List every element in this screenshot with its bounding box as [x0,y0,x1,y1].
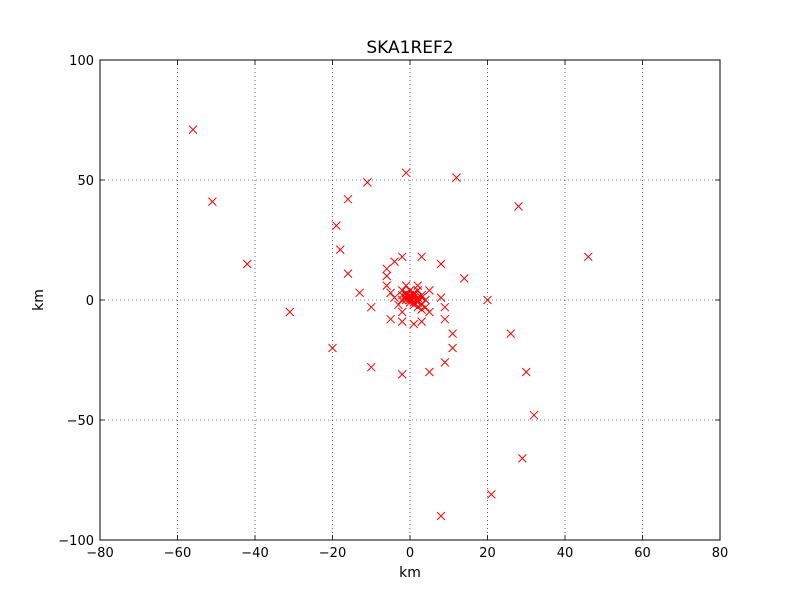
data-point-marker [343,269,353,278]
data-point-marker [188,125,198,134]
data-point-marker [421,302,430,312]
data-point-marker [417,293,426,302]
data-point-marker [529,410,539,420]
y-tick-label: 100 [69,54,94,69]
data-point-marker [386,314,395,324]
y-tick-label: 50 [77,174,94,189]
data-point-marker [343,194,353,204]
data-point-marker [382,264,392,274]
data-point-marker [355,288,364,298]
data-point-marker [409,288,419,298]
data-point-marker [421,295,430,305]
data-point-marker [397,317,407,326]
data-point-marker [397,295,407,305]
data-point-marker [425,286,434,295]
data-point-marker [390,257,399,266]
data-point-marker [285,307,295,317]
x-tick-label: 40 [557,546,574,561]
data-point-marker [335,245,345,254]
y-tick-label: −100 [58,534,94,549]
data-point-marker [409,290,419,300]
data-point-marker [363,178,372,187]
data-point-marker [401,293,411,302]
data-point-marker [521,367,531,377]
data-point-marker [436,511,446,521]
data-point-marker [413,286,423,295]
data-point-marker [436,293,446,302]
data-point-marker [328,343,337,353]
x-tick-label: 0 [406,546,414,561]
data-point-marker [382,271,392,281]
data-point-marker [440,302,450,312]
data-point-marker [440,358,450,367]
data-point-marker [366,302,376,312]
data-point-marker [401,281,411,290]
data-point-marker [448,329,457,338]
x-tick-label: −60 [164,546,191,561]
data-point-marker [390,293,399,302]
data-point-marker [413,293,423,302]
y-tick-label: 0 [86,294,94,309]
data-point-marker [583,252,593,262]
x-tick-label: −80 [86,546,113,561]
data-point-marker [386,288,395,298]
data-point-marker [417,290,426,300]
x-axis-title: km [399,565,421,581]
data-point-marker [332,221,341,230]
data-point-marker [208,197,217,206]
data-point-marker [483,295,492,305]
data-point-marker [440,314,450,324]
data-point-marker [397,252,407,262]
data-point-marker [417,305,426,314]
data-point-marker [401,290,411,300]
data-point-marker [417,252,426,262]
y-tick-label: −50 [67,414,94,429]
plot-frame [99,59,721,541]
data-point-marker [242,259,252,269]
data-point-marker [459,274,469,283]
data-point-marker [506,329,516,338]
x-tick-label: −20 [319,546,346,561]
x-tick-label: 20 [479,546,496,561]
data-point-marker [417,317,426,326]
data-point-marker [394,300,403,310]
data-point-marker [452,173,461,182]
data-point-marker [405,293,415,302]
data-point-marker [425,367,434,377]
data-point-marker [436,259,446,269]
data-point-marker [366,362,376,372]
data-point-marker [514,202,523,211]
data-point-marker [382,281,392,290]
y-axis-title: km [31,289,47,311]
axis-ticks: −80 −60 −40 −20 0 20 40 60 80 −100 −50 0 50 100 [58,54,728,561]
data-point-marker [401,168,411,178]
chart-title: SKA1REF2 [366,38,453,58]
x-tick-label: 60 [634,546,651,561]
data-point-marker [397,370,407,379]
data-point-marker [487,490,496,499]
data-point-marker [425,307,434,317]
data-point-marker [448,343,457,353]
data-point-marker [405,290,415,300]
x-tick-label: 80 [712,546,729,561]
data-point-marker [397,307,407,317]
data-points [188,125,593,521]
data-point-marker [413,295,423,305]
data-point-marker [409,300,419,310]
data-point-marker [518,454,527,463]
x-tick-label: −40 [241,546,268,561]
data-point-marker [409,319,419,329]
